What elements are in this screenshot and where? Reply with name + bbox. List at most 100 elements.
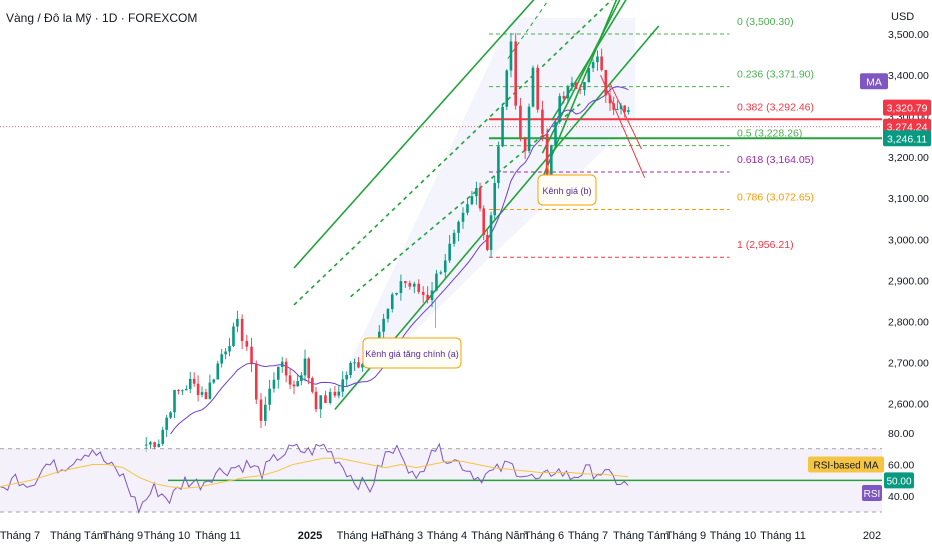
candle-body bbox=[272, 379, 276, 389]
candle-body bbox=[314, 391, 318, 410]
rsi-price-tag-label: RSI-based MA bbox=[813, 461, 878, 472]
candle-body bbox=[574, 82, 578, 90]
candle-body bbox=[554, 121, 557, 146]
x-tick-label: 202 bbox=[863, 530, 881, 542]
candle-body bbox=[421, 291, 425, 295]
candle-body bbox=[489, 215, 493, 250]
axes-layer: 2,600.00 2,700.00 2,800.00 2,900.00 3,000.00… bbox=[0, 29, 931, 542]
candle-body bbox=[531, 67, 535, 107]
candle-body bbox=[236, 318, 239, 327]
rsi-tick-label: 60.00 bbox=[888, 460, 914, 472]
candle-body bbox=[300, 375, 303, 382]
candle-body bbox=[404, 281, 407, 284]
candle-body bbox=[345, 375, 348, 380]
candle-body bbox=[181, 390, 184, 392]
price-tag bbox=[883, 130, 931, 147]
candle-body bbox=[587, 68, 591, 83]
candle-body bbox=[527, 106, 531, 151]
x-tick-label: Tháng 11 bbox=[195, 530, 241, 542]
candle-body bbox=[596, 56, 599, 63]
candle-body bbox=[619, 105, 623, 109]
channel-a-mid bbox=[350, 103, 581, 298]
rsi-price-tag bbox=[808, 456, 884, 473]
rsi-price-tag-label: RSI bbox=[864, 489, 881, 500]
candle-body bbox=[486, 234, 489, 250]
price-tag-label: 3,246.11 bbox=[887, 133, 927, 145]
x-tick-label: Tháng 4 bbox=[427, 530, 467, 542]
candle-body bbox=[536, 67, 539, 110]
candle-body bbox=[224, 351, 227, 355]
candle-body bbox=[550, 145, 553, 179]
candle-body bbox=[259, 399, 263, 421]
candle-body bbox=[386, 309, 390, 319]
x-tick-label: Tháng Tám bbox=[613, 530, 669, 542]
x-tick-label: Tháng 6 bbox=[524, 530, 564, 542]
channel-a-upper bbox=[293, 0, 535, 269]
candle-body bbox=[430, 290, 434, 300]
candle-body bbox=[541, 109, 544, 134]
annotations-layer: Kênh giá tăng chính (a) Kênh giá (b) bbox=[362, 165, 597, 369]
fib-level-label: 0.5 (3,228.26) bbox=[737, 128, 802, 140]
candle-body bbox=[319, 395, 323, 410]
x-tick-label: Tháng 7 bbox=[0, 530, 40, 542]
candle-body bbox=[608, 95, 612, 104]
fib-level-label: 0.236 (3,371.90) bbox=[737, 69, 814, 81]
candle-body bbox=[232, 326, 235, 347]
x-tick-label: Tháng Hai bbox=[337, 530, 388, 542]
candle-body bbox=[292, 384, 296, 387]
candle-body bbox=[443, 260, 447, 273]
currency-label: USD bbox=[891, 11, 915, 23]
candle-body bbox=[509, 41, 513, 71]
x-tick-label: Tháng 3 bbox=[383, 530, 423, 542]
candle-body bbox=[578, 89, 582, 91]
rsi-panel bbox=[0, 442, 882, 514]
candle-body bbox=[307, 358, 310, 379]
channel-b-lower bbox=[538, 0, 618, 187]
candle-body bbox=[220, 354, 223, 364]
x-tick-label: Tháng Tám bbox=[50, 530, 106, 542]
annotation-b-box bbox=[537, 174, 597, 206]
rsi-tick-label: 40.00 bbox=[888, 491, 914, 503]
price-tag-label: 3,320.79 bbox=[887, 103, 928, 115]
candle-body bbox=[461, 212, 465, 222]
candle-body bbox=[623, 105, 626, 112]
candle-body bbox=[196, 383, 200, 395]
candle-body bbox=[349, 362, 352, 376]
candle-body bbox=[566, 86, 570, 99]
candle-body bbox=[627, 110, 630, 112]
candle-body bbox=[514, 41, 517, 106]
candle-body bbox=[439, 272, 443, 274]
candle-body bbox=[333, 391, 337, 396]
candle-body bbox=[200, 392, 204, 395]
candle-body bbox=[288, 375, 292, 385]
candle-body bbox=[600, 56, 603, 70]
candle-body bbox=[545, 133, 549, 179]
candle-body bbox=[250, 346, 253, 365]
price-tag bbox=[883, 99, 931, 116]
candle-body bbox=[357, 362, 360, 368]
fibonacci-retracement: 0 (3,500.30) 0.236 (3,371.90) 0.382 (3,292… bbox=[488, 16, 882, 258]
annotation-a-box bbox=[362, 337, 462, 369]
candle-body bbox=[212, 379, 216, 383]
candle-body bbox=[245, 340, 249, 347]
candle-body bbox=[457, 221, 460, 233]
candle-body bbox=[466, 204, 469, 213]
y-tick-label: 3,400.00 bbox=[888, 70, 929, 82]
candle-body bbox=[144, 444, 148, 446]
y-tick-label: 3,200.00 bbox=[888, 152, 929, 164]
candle-body bbox=[435, 273, 438, 291]
candle-body bbox=[497, 146, 500, 184]
channel-a-mid-upper bbox=[293, 0, 613, 306]
candle-body bbox=[562, 96, 566, 99]
candle-body bbox=[426, 294, 429, 300]
candle-body bbox=[482, 208, 486, 235]
candle-body bbox=[169, 412, 172, 418]
annotation-b-text: Kênh giá (b) bbox=[542, 186, 591, 196]
candle-body bbox=[328, 391, 332, 403]
fib-level-label: 0.618 (3,164.05) bbox=[737, 154, 814, 166]
candle-body bbox=[185, 388, 188, 391]
candle-body bbox=[303, 358, 307, 376]
candle-body bbox=[558, 96, 562, 122]
